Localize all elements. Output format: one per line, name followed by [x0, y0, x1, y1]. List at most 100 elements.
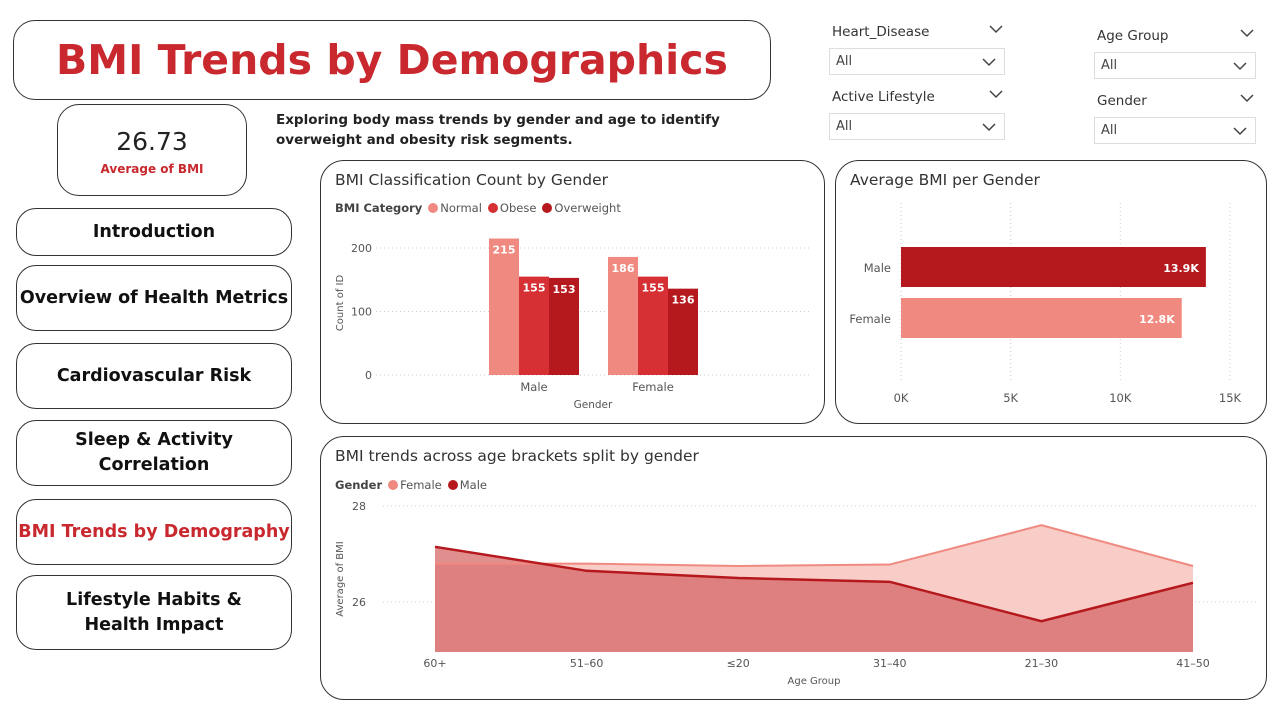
x-tick-label: Female — [632, 380, 674, 394]
chart-title: BMI Classification Count by Gender — [335, 171, 609, 189]
slicer-value: All — [836, 54, 853, 69]
kpi-value: 26.73 — [116, 127, 188, 156]
y-axis-label: Count of ID — [335, 275, 346, 332]
slicer-active-lifestyle-title: Active Lifestyle — [832, 89, 935, 105]
chevron-down-icon — [1233, 61, 1247, 70]
legend-title: Gender — [335, 478, 383, 492]
x-tick-label: 10K — [1109, 391, 1132, 405]
chart-title: BMI trends across age brackets split by … — [335, 447, 699, 465]
y-tick-label: Female — [849, 312, 891, 326]
slicer-active-lifestyle-dropdown[interactable]: All — [829, 113, 1005, 140]
chart-average-bmi-gender-svg: 0K 5K 10K 15K 13.9K Male 12.8K Female — [849, 203, 1242, 405]
y-tick-label: 28 — [352, 500, 366, 513]
x-tick-label: 31–40 — [873, 657, 907, 670]
legend-label: Normal — [440, 201, 482, 215]
x-tick-label: 60+ — [423, 657, 446, 670]
chevron-down-icon — [982, 122, 996, 131]
x-tick-label: Male — [520, 380, 547, 394]
data-label: 186 — [612, 262, 635, 275]
kpi-label: Average of BMI — [100, 162, 204, 176]
nav-button-overview[interactable]: Overview of Health Metrics — [16, 265, 292, 331]
slicer-heart-disease-title: Heart_Disease — [832, 24, 930, 40]
chart-bmi-age-svg: 26 28 60+ 51–60 ≤20 31–40 21–30 41–50 Age Group A… — [335, 500, 1256, 687]
slicer-heart-disease-dropdown[interactable]: All — [829, 48, 1005, 75]
slicer-value: All — [836, 119, 853, 134]
slicer-age-group-title: Age Group — [1097, 28, 1169, 44]
x-tick-label: 5K — [1003, 391, 1018, 405]
bar-obese-female — [638, 276, 668, 375]
chart-title: Average BMI per Gender — [850, 171, 1040, 189]
slicer-gender-title: Gender — [1097, 93, 1147, 109]
y-tick-label: 0 — [365, 369, 372, 382]
slicer-age-group-dropdown[interactable]: All — [1094, 52, 1256, 79]
page-subtitle: Exploring body mass trends by gender and… — [276, 112, 720, 148]
x-tick-label: 51–60 — [570, 657, 604, 670]
x-tick-label: ≤20 — [727, 657, 750, 670]
nav-label: Introduction — [92, 221, 216, 242]
x-axis-label: Gender — [574, 399, 613, 411]
nav-button-bmi-trends[interactable]: BMI Trends by Demography — [16, 499, 292, 565]
legend-item-normal[interactable]: Normal — [428, 201, 482, 215]
data-label: 155 — [642, 282, 665, 295]
legend-dot — [487, 203, 498, 213]
chart-legend: BMI Category Normal Obese Overweight — [335, 201, 627, 215]
data-label: 13.9K — [1163, 262, 1199, 275]
legend-dot — [447, 480, 458, 490]
legend-title: BMI Category — [335, 201, 423, 215]
nav-button-introduction[interactable]: Introduction — [16, 208, 292, 256]
legend-label: Male — [459, 478, 487, 492]
chevron-down-icon[interactable] — [1240, 93, 1254, 106]
nav-label: Sleep & Activity Correlation — [75, 430, 233, 475]
legend-item-obese[interactable]: Obese — [487, 201, 537, 215]
legend-label: Obese — [499, 201, 537, 215]
chart-panel-bmi-age: BMI trends across age brackets split by … — [320, 436, 1267, 700]
bar-obese-male — [519, 276, 549, 375]
legend-item-male[interactable]: Male — [447, 478, 487, 492]
legend-label: Overweight — [554, 201, 621, 215]
legend-item-female[interactable]: Female — [388, 478, 442, 492]
chevron-down-icon[interactable] — [1240, 28, 1254, 41]
nav-button-sleep-activity[interactable]: Sleep & Activity Correlation — [16, 420, 292, 486]
data-label: 12.8K — [1139, 313, 1175, 326]
nav-label: Overview of Health Metrics — [19, 287, 289, 308]
bar-overweight-male — [549, 277, 579, 375]
nav-label: Cardiovascular Risk — [56, 365, 252, 386]
data-label: 136 — [672, 294, 695, 307]
legend-dot — [388, 480, 399, 490]
legend-item-overweight[interactable]: Overweight — [542, 201, 621, 215]
x-tick-label: 0K — [894, 391, 909, 405]
chart-bmi-classification-svg: 0 100 200 215 155 153 Male 186 155 136 Female Gende… — [335, 238, 811, 411]
nav-button-cardiovascular[interactable]: Cardiovascular Risk — [16, 343, 292, 409]
nav-button-lifestyle[interactable]: Lifestyle Habits & Health Impact — [16, 575, 292, 650]
slicer-gender-dropdown[interactable]: All — [1094, 117, 1256, 144]
bar-normal-female — [608, 256, 638, 375]
x-tick-label: 41–50 — [1176, 657, 1210, 670]
bar-normal-male — [489, 238, 519, 375]
x-tick-label: 21–30 — [1025, 657, 1059, 670]
y-tick-label: 26 — [352, 596, 366, 609]
bar-female — [901, 298, 1182, 338]
data-label: 215 — [493, 244, 516, 257]
x-axis-label: Age Group — [788, 676, 841, 687]
legend-dot — [542, 203, 553, 213]
legend-label: Female — [400, 478, 442, 492]
chart-panel-bmi-classification: BMI Classification Count by Gender BMI C… — [320, 160, 825, 424]
nav-label: Lifestyle Habits & Health Impact — [66, 589, 242, 635]
y-tick-label: 100 — [351, 306, 372, 319]
y-tick-label: 200 — [351, 242, 372, 255]
bar-overweight-female — [668, 288, 698, 375]
line-female — [435, 524, 1194, 568]
x-tick-label: 15K — [1219, 391, 1242, 405]
legend-dot — [428, 203, 439, 213]
chevron-down-icon[interactable] — [989, 89, 1003, 102]
bar-male — [901, 247, 1206, 287]
page-title: BMI Trends by Demographics — [56, 36, 728, 84]
chevron-down-icon — [1233, 126, 1247, 135]
chart-legend: Gender Female Male — [335, 478, 493, 492]
slicer-value: All — [1101, 123, 1118, 138]
chevron-down-icon[interactable] — [989, 24, 1003, 37]
title-card: BMI Trends by Demographics — [13, 20, 771, 100]
line-male — [434, 545, 1194, 623]
y-axis-label: Average of BMI — [335, 541, 346, 617]
data-label: 153 — [553, 283, 576, 296]
